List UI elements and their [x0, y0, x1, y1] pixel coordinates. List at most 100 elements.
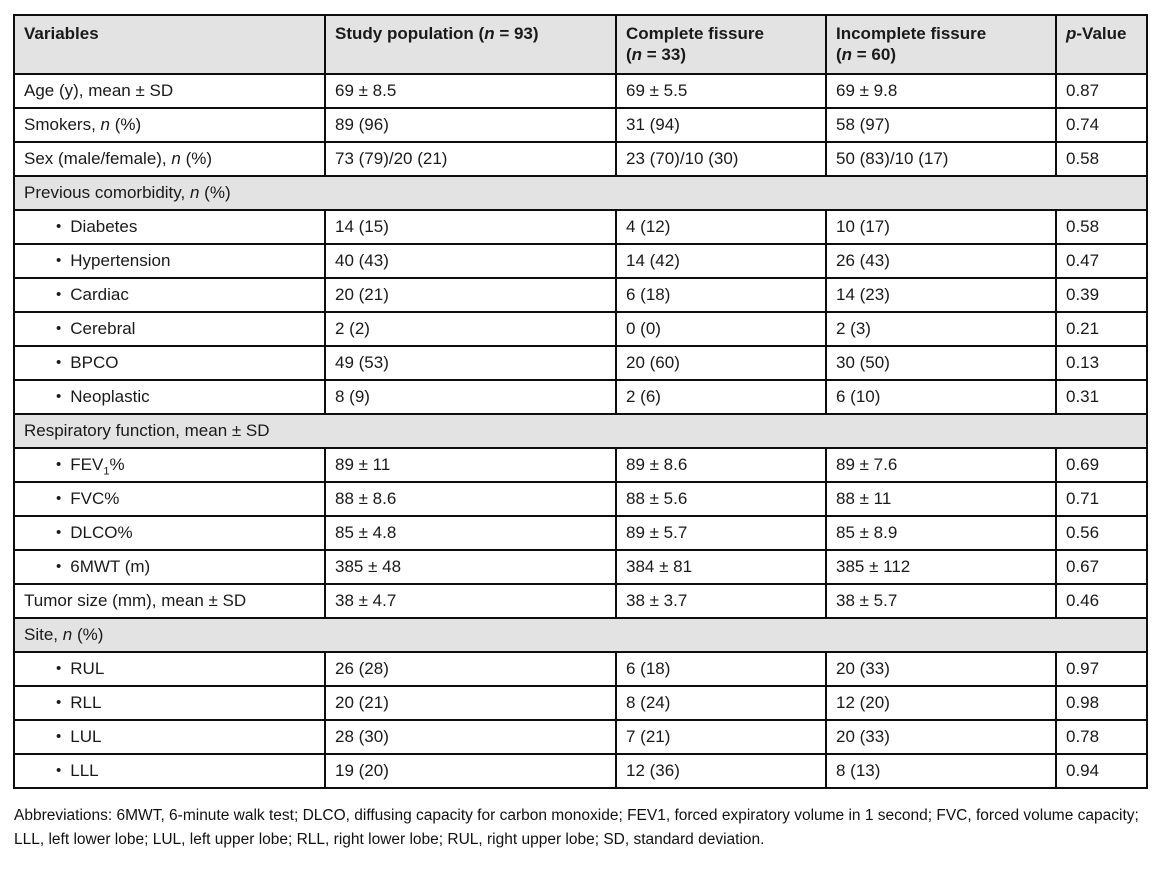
text-segment: LLL [70, 761, 99, 781]
text-segment: FEV [70, 455, 104, 475]
cell-incomplete-fissure: 50 (83)/10 (17) [825, 141, 1057, 177]
bullet-icon: • [56, 252, 62, 270]
table-row: • LUL 28 (30) 7 (21) 20 (33) 0.78 [13, 719, 1148, 755]
cell-p-value: 0.21 [1055, 311, 1148, 347]
table-row: • Cardiac 20 (21) 6 (18) 14 (23) 0.39 [13, 277, 1148, 313]
cell-study-population: 20 (21) [324, 685, 617, 721]
cell-study-population: 385 ± 48 [324, 549, 617, 585]
abbreviations-footnote: Abbreviations: 6MWT, 6-minute walk test;… [14, 807, 1139, 849]
row-label: • BPCO [13, 345, 326, 381]
cell-study-population: 88 ± 8.6 [324, 481, 617, 517]
bullet-icon: • [56, 286, 62, 304]
row-label: • FEV1% [13, 447, 326, 483]
bullet-icon: • [56, 762, 62, 780]
row-label: • RLL [13, 685, 326, 721]
cell-incomplete-fissure: 38 ± 5.7 [825, 583, 1057, 619]
cell-p-value: 0.74 [1055, 107, 1148, 143]
text-segment: Cardiac [70, 285, 129, 305]
cell-study-population: 8 (9) [324, 379, 617, 415]
text-segment: LUL [70, 727, 102, 747]
text-segment: n [171, 149, 181, 169]
section-label: Previous comorbidity, n (%) [13, 175, 1148, 211]
table-row: • Cerebral 2 (2) 0 (0) 2 (3) 0.21 [13, 311, 1148, 347]
text-segment: n [62, 625, 73, 645]
cell-incomplete-fissure: 26 (43) [825, 243, 1057, 279]
cell-incomplete-fissure: 69 ± 9.8 [825, 73, 1057, 109]
table-row: Tumor size (mm), mean ± SD 38 ± 4.7 38 ± 3… [13, 583, 1148, 619]
bullet-icon: • [56, 354, 62, 372]
cell-complete-fissure: 89 ± 5.7 [615, 515, 827, 551]
cell-complete-fissure: 12 (36) [615, 753, 827, 789]
text-segment: FVC% [70, 489, 120, 509]
cell-study-population: 26 (28) [324, 651, 617, 687]
text-segment: ( [626, 45, 632, 65]
cell-incomplete-fissure: 20 (33) [825, 651, 1057, 687]
column-header-p-value: p-Value [1055, 14, 1148, 75]
table-row: • FVC% 88 ± 8.6 88 ± 5.6 88 ± 11 0.71 [13, 481, 1148, 517]
cell-study-population: 38 ± 4.7 [324, 583, 617, 619]
column-header-variables: Variables [13, 14, 326, 75]
table-row: Sex (male/female), n (%) 73 (79)/20 (21) 2… [13, 141, 1148, 177]
section-row: Previous comorbidity, n (%) [13, 175, 1148, 211]
cell-incomplete-fissure: 89 ± 7.6 [825, 447, 1057, 483]
cell-p-value: 0.69 [1055, 447, 1148, 483]
cell-study-population: 40 (43) [324, 243, 617, 279]
cell-incomplete-fissure: 85 ± 8.9 [825, 515, 1057, 551]
text-segment: RUL [70, 659, 105, 679]
row-label: • Cerebral [13, 311, 326, 347]
row-label: • Diabetes [13, 209, 326, 245]
cell-study-population: 19 (20) [324, 753, 617, 789]
text-segment: = 33) [642, 45, 687, 65]
cell-incomplete-fissure: 20 (33) [825, 719, 1057, 755]
table-row: • Neoplastic 8 (9) 2 (6) 6 (10) 0.31 [13, 379, 1148, 415]
cell-complete-fissure: 20 (60) [615, 345, 827, 381]
bullet-icon: • [56, 218, 62, 236]
section-row: Site, n (%) [13, 617, 1148, 653]
cell-study-population: 89 ± 11 [324, 447, 617, 483]
bullet-icon: • [56, 558, 62, 576]
text-segment: Study population ( [335, 24, 485, 43]
cell-study-population: 28 (30) [324, 719, 617, 755]
cell-study-population: 85 ± 4.8 [324, 515, 617, 551]
text-segment: Smokers, [24, 115, 101, 135]
row-label: Age (y), mean ± SD [13, 73, 326, 109]
cell-study-population: 2 (2) [324, 311, 617, 347]
text-segment: Complete fissure [626, 24, 764, 43]
text-segment: = 60) [852, 45, 897, 65]
text-segment: (%) [110, 115, 142, 135]
text-segment: 6MWT (m) [70, 557, 151, 577]
column-header-complete-fissure: Complete fissure (n = 33) [615, 14, 827, 75]
text-segment: Neoplastic [70, 387, 150, 407]
text-segment: Respiratory function, mean ± SD [24, 421, 270, 441]
cell-incomplete-fissure: 2 (3) [825, 311, 1057, 347]
table-row: • FEV1% 89 ± 11 89 ± 8.6 89 ± 7.6 0.69 [13, 447, 1148, 483]
text-segment: -Value [1076, 24, 1127, 43]
row-label: • Neoplastic [13, 379, 326, 415]
cell-p-value: 0.98 [1055, 685, 1148, 721]
cell-p-value: 0.58 [1055, 209, 1148, 245]
cell-p-value: 0.97 [1055, 651, 1148, 687]
cell-p-value: 0.58 [1055, 141, 1148, 177]
section-label: Respiratory function, mean ± SD [13, 413, 1148, 449]
cell-study-population: 14 (15) [324, 209, 617, 245]
cell-study-population: 49 (53) [324, 345, 617, 381]
cell-p-value: 0.47 [1055, 243, 1148, 279]
section-label: Site, n (%) [13, 617, 1148, 653]
cell-complete-fissure: 7 (21) [615, 719, 827, 755]
text-segment: Hypertension [70, 251, 171, 271]
text-segment: Previous comorbidity, [24, 183, 190, 203]
row-label: • LUL [13, 719, 326, 755]
text-segment: Incomplete fissure [836, 24, 987, 43]
cell-p-value: 0.31 [1055, 379, 1148, 415]
patient-characteristics-table: Variables Study population (n = 93) Comple… [13, 14, 1148, 789]
bullet-icon: • [56, 694, 62, 712]
table-row: • Diabetes 14 (15) 4 (12) 10 (17) 0.58 [13, 209, 1148, 245]
cell-study-population: 20 (21) [324, 277, 617, 313]
row-label: • LLL [13, 753, 326, 789]
cell-p-value: 0.78 [1055, 719, 1148, 755]
cell-complete-fissure: 8 (24) [615, 685, 827, 721]
text-segment: p [1066, 24, 1077, 43]
cell-complete-fissure: 38 ± 3.7 [615, 583, 827, 619]
text-segment: % [109, 455, 125, 475]
text-segment: 1 [103, 465, 110, 478]
